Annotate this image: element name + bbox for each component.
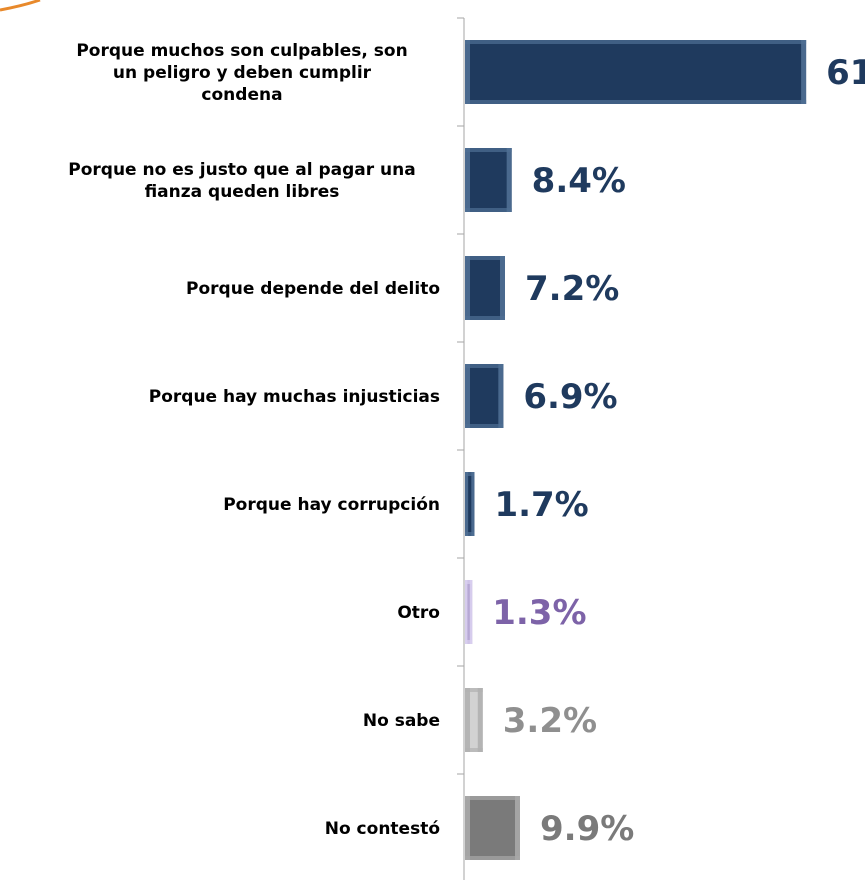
bar bbox=[465, 40, 806, 104]
value-label: 7.2% bbox=[525, 269, 619, 309]
bar-bevel-top bbox=[465, 148, 512, 152]
bar-bevel-left bbox=[465, 364, 470, 428]
bar-bevel-bottom bbox=[465, 856, 520, 860]
bar-bevel-bottom bbox=[465, 100, 806, 104]
bar-bevel-left bbox=[465, 688, 470, 752]
bar-bevel-bottom bbox=[465, 208, 512, 212]
value-labels-group: 61.4% 8.4% 7.2% 6.9% 1.7% 1.3% 3.2% 9.9% bbox=[492, 53, 865, 849]
bar-bevel-right bbox=[478, 688, 483, 752]
value-label: 9.9% bbox=[540, 809, 634, 849]
category-label: No sabe bbox=[363, 711, 440, 731]
bar-bevel-top bbox=[465, 688, 483, 692]
bar-bevel-bottom bbox=[465, 424, 503, 428]
value-label: 1.3% bbox=[492, 593, 586, 633]
bar bbox=[465, 796, 520, 860]
corner-accent bbox=[0, 0, 40, 10]
bar-bevel-right bbox=[498, 364, 503, 428]
category-label: Porque depende del delito bbox=[186, 279, 440, 299]
value-label: 8.4% bbox=[532, 161, 626, 201]
category-label-line: Porque no es justo que al pagar una bbox=[68, 160, 415, 180]
bar-bevel-right bbox=[470, 580, 472, 644]
category-label: No contestó bbox=[325, 819, 440, 839]
bar-bevel-bottom bbox=[465, 316, 505, 320]
bar-bevel-top bbox=[465, 580, 472, 584]
value-label: 1.7% bbox=[494, 485, 588, 525]
category-label: Porque no es justo que al pagar una fianz… bbox=[68, 160, 415, 202]
value-label: 61.4% bbox=[826, 53, 865, 93]
bar bbox=[465, 148, 512, 212]
bar-bevel-top bbox=[465, 40, 806, 44]
category-label-line: fianza queden libres bbox=[145, 182, 340, 202]
bar-bevel-bottom bbox=[465, 532, 474, 536]
bar-bevel-left bbox=[465, 148, 470, 212]
category-label-line: Porque hay corrupción bbox=[223, 495, 440, 515]
bar-bevel-left bbox=[465, 256, 470, 320]
bar-bevel-left bbox=[465, 472, 468, 536]
category-label-line: Otro bbox=[397, 603, 440, 623]
bar-bevel-top bbox=[465, 472, 474, 476]
bar-bevel-left bbox=[465, 796, 470, 860]
y-axis bbox=[457, 18, 464, 880]
bar-bevel-left bbox=[465, 580, 467, 644]
value-label: 6.9% bbox=[523, 377, 617, 417]
category-label-line: Porque muchos son culpables, son bbox=[76, 41, 407, 61]
category-label: Porque muchos son culpables, son un pelig… bbox=[76, 41, 407, 105]
value-label: 3.2% bbox=[503, 701, 597, 741]
bar-bevel-bottom bbox=[465, 748, 483, 752]
category-label: Porque hay muchas injusticias bbox=[149, 387, 440, 407]
category-label-line: No contestó bbox=[325, 819, 440, 839]
bar-bevel-top bbox=[465, 256, 505, 260]
category-label-line: condena bbox=[201, 85, 282, 105]
bar-bevel-right bbox=[507, 148, 512, 212]
bar bbox=[465, 364, 503, 428]
bar-bevel-right bbox=[515, 796, 520, 860]
category-labels-group: Porque muchos son culpables, son un pelig… bbox=[68, 41, 440, 839]
bar-bevel-right bbox=[471, 472, 474, 536]
bar-bevel-top bbox=[465, 796, 520, 800]
category-label: Otro bbox=[397, 603, 440, 623]
bar-bevel-right bbox=[801, 40, 806, 104]
category-label: Porque hay corrupción bbox=[223, 495, 440, 515]
bar-bevel-left bbox=[465, 40, 470, 104]
category-label-line: Porque depende del delito bbox=[186, 279, 440, 299]
category-label-line: un peligro y deben cumplir bbox=[113, 63, 372, 83]
category-label-line: Porque hay muchas injusticias bbox=[149, 387, 440, 407]
bar bbox=[465, 256, 505, 320]
bar-bevel-top bbox=[465, 364, 503, 368]
bar-bevel-right bbox=[500, 256, 505, 320]
category-label-line: No sabe bbox=[363, 711, 440, 731]
bar-bevel-bottom bbox=[465, 640, 472, 644]
